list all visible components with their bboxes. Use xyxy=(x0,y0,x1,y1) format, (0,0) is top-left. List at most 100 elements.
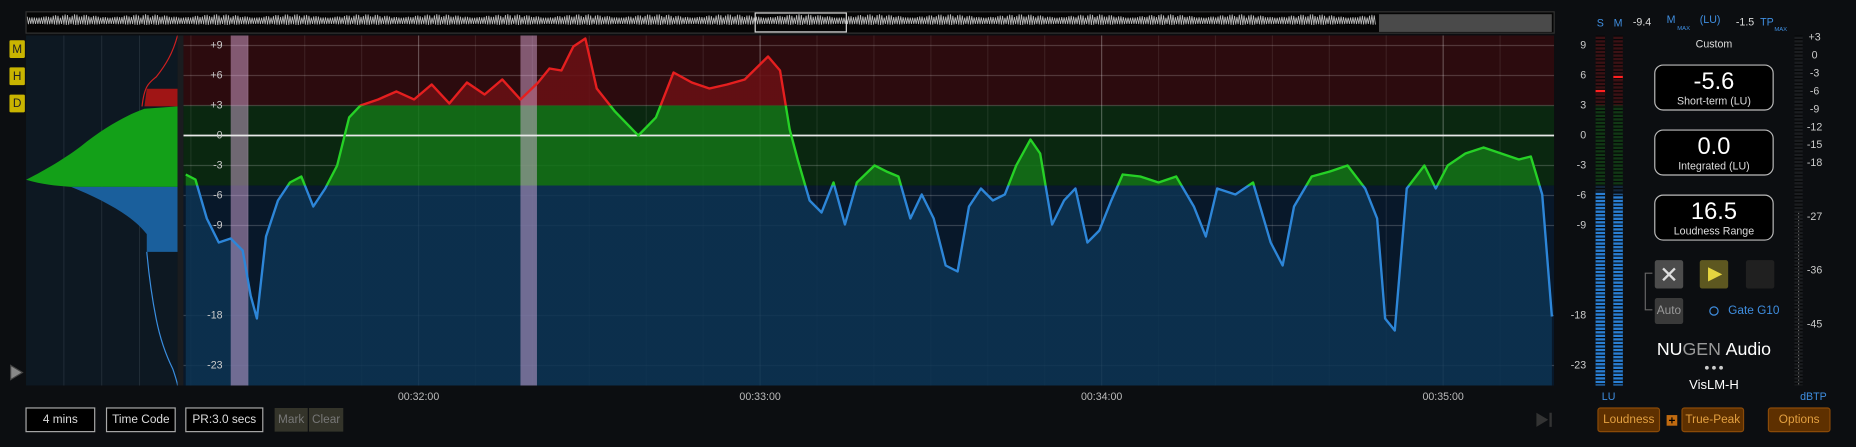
tp-tick-label: -18 xyxy=(1807,157,1822,169)
meter-segments xyxy=(1595,35,1606,386)
readout-box xyxy=(1654,194,1774,241)
y-tick-label: -9 xyxy=(213,219,223,231)
options-label: Options xyxy=(1779,412,1820,426)
zone-button[interactable] xyxy=(9,67,25,86)
overview-waveform xyxy=(26,14,1376,25)
meter-segments xyxy=(1613,35,1623,386)
meter-channel-label: M xyxy=(1614,17,1623,29)
loudness-button[interactable] xyxy=(1597,407,1661,433)
gate-toggle[interactable] xyxy=(1709,306,1719,316)
meter-tick-label: 9 xyxy=(1580,39,1586,51)
meter-tick-label: -23 xyxy=(1571,359,1586,371)
histogram-red-line xyxy=(141,35,179,107)
x-tick-label: 00:35:00 xyxy=(1422,391,1463,403)
histogram-blue-line xyxy=(146,251,179,386)
tp-tick-label: -6 xyxy=(1810,85,1820,97)
tp-max-value: -1.5 xyxy=(1736,16,1754,28)
clear-button[interactable] xyxy=(308,407,344,432)
y-tick-label: +6 xyxy=(210,69,222,81)
clear-label: Clear xyxy=(312,412,340,426)
histogram-blue xyxy=(71,186,178,252)
meter-tick-label: -9 xyxy=(1577,219,1587,231)
marker[interactable] xyxy=(520,35,537,386)
product-name: VisLM-H xyxy=(1689,377,1739,392)
link-icon xyxy=(1668,417,1675,424)
lu-unit: (LU) xyxy=(1700,14,1721,26)
histogram-red xyxy=(144,88,178,107)
pr-button[interactable] xyxy=(185,407,264,433)
readout-label: Short-term (LU) xyxy=(1677,96,1751,108)
jump-end[interactable] xyxy=(1536,412,1552,427)
tp-unit: dBTP xyxy=(1800,391,1827,403)
gate-label: Gate G10 xyxy=(1728,303,1780,317)
zone-button-label: D xyxy=(13,96,22,110)
m-max-value: -9.4 xyxy=(1633,16,1651,28)
meter-tick-label: -18 xyxy=(1571,309,1586,321)
range-button[interactable] xyxy=(25,407,96,433)
true-peak-button[interactable] xyxy=(1681,407,1745,433)
tp-tick-label: -45 xyxy=(1807,318,1822,330)
readout-label: Integrated (LU) xyxy=(1678,161,1750,173)
splitter[interactable] xyxy=(177,35,184,386)
readout-value: -5.6 xyxy=(1694,69,1735,95)
reset-icon xyxy=(1662,267,1676,282)
tp-tick-label: +3 xyxy=(1809,32,1821,44)
brand-c: Audio xyxy=(1726,339,1772,359)
pause-button[interactable] xyxy=(1745,260,1775,289)
mark-label: Mark xyxy=(278,412,304,426)
loudness-line xyxy=(185,37,1554,332)
auto-label: Auto xyxy=(1657,303,1682,317)
meter-tick-label: 6 xyxy=(1580,69,1586,81)
brand: NUGEN Audio xyxy=(1657,339,1771,359)
marker[interactable] xyxy=(230,35,249,386)
options-button[interactable] xyxy=(1767,407,1831,433)
bracket xyxy=(1644,272,1653,311)
zone-button[interactable] xyxy=(9,94,25,113)
pr-label: PR:3.0 secs xyxy=(192,412,256,426)
meter-tick-label: -6 xyxy=(1577,189,1587,201)
readout-label: Loudness Range xyxy=(1674,226,1754,238)
tp-tick-label: -15 xyxy=(1807,139,1822,151)
tp-tick-label: -12 xyxy=(1807,121,1822,133)
overview-window[interactable] xyxy=(754,12,847,33)
y-tick-label: -3 xyxy=(213,159,223,171)
overview-empty xyxy=(1378,14,1552,32)
m-max-label: M xyxy=(1667,14,1676,26)
preset-name[interactable]: Custom xyxy=(1696,39,1733,51)
histogram-play[interactable] xyxy=(10,364,24,381)
time-mode-label: Time Code xyxy=(112,412,170,426)
zone-band xyxy=(183,35,1555,106)
loudness-area xyxy=(185,38,1552,386)
x-tick-label: 00:33:00 xyxy=(739,391,780,403)
tp-tick-label: -9 xyxy=(1810,103,1820,115)
tp-max-label: TP xyxy=(1760,16,1774,28)
meter-tick-label: -3 xyxy=(1577,159,1587,171)
x-tick-label: 00:34:00 xyxy=(1081,391,1122,403)
tp-max-sub: MAX xyxy=(1774,27,1787,33)
readout-value: 0.0 xyxy=(1698,134,1731,160)
mark-button[interactable] xyxy=(274,407,308,432)
tp-meter-segments xyxy=(1794,35,1803,386)
y-tick-label: +9 xyxy=(210,39,222,51)
brand-a: NU xyxy=(1657,339,1683,359)
zone-button[interactable] xyxy=(9,40,25,58)
toolbar: 4 mins Time Code PR:3.0 secs Mark Clear … xyxy=(25,407,1831,433)
tp-tick-label: -3 xyxy=(1810,68,1820,80)
y-tick-label: -18 xyxy=(207,309,222,321)
readout-value: 16.5 xyxy=(1691,199,1737,225)
brand-dots xyxy=(1704,365,1723,370)
tp-tick-label: -36 xyxy=(1807,265,1822,277)
meter-unit: LU xyxy=(1602,391,1616,403)
y-tick-label: -6 xyxy=(213,189,223,201)
brand-b: GEN xyxy=(1682,339,1720,359)
tp-tick-label: 0 xyxy=(1812,50,1818,62)
meter-channel-label: S xyxy=(1597,17,1604,29)
loudness-label: Loudness xyxy=(1603,412,1654,426)
time-mode-button[interactable] xyxy=(105,407,176,433)
auto-button[interactable] xyxy=(1654,298,1684,325)
zone-button-label: H xyxy=(13,69,22,83)
readout-box xyxy=(1654,64,1774,111)
meter-tick-label: 0 xyxy=(1580,129,1586,141)
readout-box xyxy=(1654,129,1774,176)
